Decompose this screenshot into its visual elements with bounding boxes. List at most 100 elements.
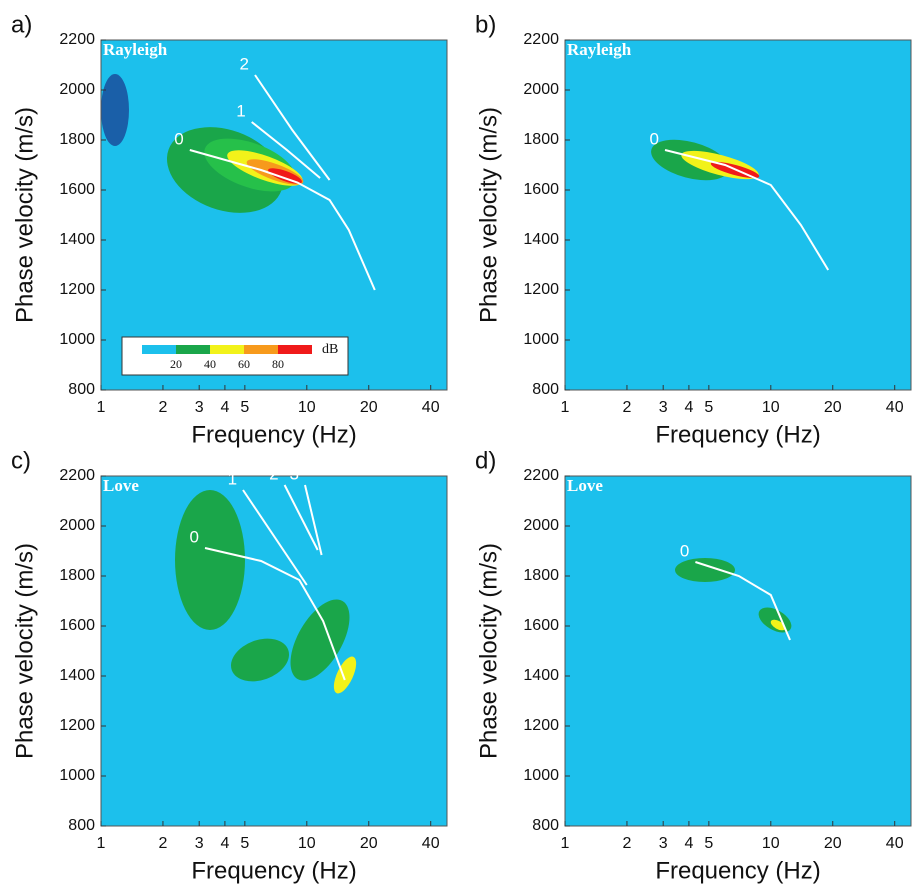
x-tick-label: 3 xyxy=(195,835,204,852)
energy-contour xyxy=(333,656,357,694)
x-axis-label: Frequency (Hz) xyxy=(655,857,820,884)
y-tick-label: 1400 xyxy=(59,667,95,684)
mode-label: 0 xyxy=(189,527,198,546)
x-tick-label: 4 xyxy=(220,835,229,852)
colorbar-tick-label: 80 xyxy=(272,357,284,371)
x-tick-label: 20 xyxy=(360,835,378,852)
x-axis-label: Frequency (Hz) xyxy=(191,421,356,448)
x-tick-label: 5 xyxy=(704,835,713,852)
energy-contour xyxy=(267,168,303,184)
energy-contour xyxy=(290,599,350,681)
mode-label: 2 xyxy=(269,464,278,483)
y-tick-label: 2200 xyxy=(59,31,95,48)
mode-label: 1 xyxy=(236,101,245,120)
x-tick-label: 3 xyxy=(659,399,668,416)
energy-contour xyxy=(675,558,735,582)
colorbar-unit: dB xyxy=(322,342,338,357)
y-tick-label: 1000 xyxy=(523,331,559,348)
panel: 1 2 3 4 5 10 20 4080010001200140016001800200022… xyxy=(11,447,448,884)
x-tick-label: 5 xyxy=(240,835,249,852)
x-tick-label: 40 xyxy=(422,835,440,852)
dispersion-curve xyxy=(304,484,323,556)
panel-label: a) xyxy=(11,11,32,38)
y-tick-label: 1400 xyxy=(59,231,95,248)
x-axis-label: Frequency (Hz) xyxy=(191,857,356,884)
y-tick-label: 2000 xyxy=(523,517,559,534)
y-tick-label: 800 xyxy=(532,817,559,834)
y-tick-label: 1200 xyxy=(59,281,95,298)
plot-frame xyxy=(564,39,912,391)
x-tick-label: 1 xyxy=(561,399,570,416)
plot-frame xyxy=(564,475,912,827)
y-tick-label: 1400 xyxy=(523,667,559,684)
colorbar-swatch xyxy=(142,345,176,354)
panel-label: d) xyxy=(475,447,496,474)
x-tick-label: 5 xyxy=(240,399,249,416)
dispersion-curve xyxy=(251,121,321,179)
colorbar-swatch xyxy=(278,345,312,354)
y-tick-label: 1200 xyxy=(59,717,95,734)
colorbar-box xyxy=(121,336,349,376)
plot-frame xyxy=(100,475,448,827)
mode-label: 0 xyxy=(174,129,183,148)
y-tick-label: 2000 xyxy=(523,81,559,98)
panel: 1 2 3 4 5 10 20 4080010001200140016001800200022… xyxy=(475,11,912,448)
x-tick-label: 3 xyxy=(659,835,668,852)
mode-label: 0 xyxy=(649,129,658,148)
y-tick-label: 2000 xyxy=(59,81,95,98)
y-tick-label: 1000 xyxy=(59,767,95,784)
mode-label: 0 xyxy=(680,541,689,560)
x-tick-label: 4 xyxy=(684,399,693,416)
x-tick-label: 2 xyxy=(622,399,631,416)
plot-frame xyxy=(100,39,448,391)
x-axis-label: Frequency (Hz) xyxy=(655,421,820,448)
y-axis-label: Phase velocity (m/s) xyxy=(475,107,502,323)
plot-background xyxy=(101,40,447,390)
y-tick-label: 2000 xyxy=(59,517,95,534)
energy-contour xyxy=(230,638,290,682)
x-tick-label: 20 xyxy=(360,399,378,416)
panel: 1 2 3 4 5 10 20 4080010001200140016001800200022… xyxy=(11,11,448,448)
y-tick-label: 1600 xyxy=(523,181,559,198)
plot-background xyxy=(565,40,911,390)
y-tick-label: 800 xyxy=(68,817,95,834)
dispersion-curve xyxy=(695,561,791,641)
mode-label: 1 xyxy=(228,469,237,488)
panel: 1 2 3 4 5 10 20 4080010001200140016001800200022… xyxy=(475,447,912,884)
colorbar-tick-label: 40 xyxy=(204,357,216,371)
x-tick-label: 20 xyxy=(824,399,842,416)
x-tick-label: 40 xyxy=(422,399,440,416)
panel-label: b) xyxy=(475,11,496,38)
x-tick-label: 3 xyxy=(195,399,204,416)
wave-type: Love xyxy=(103,476,139,495)
y-tick-label: 1800 xyxy=(523,131,559,148)
y-tick-label: 1000 xyxy=(59,331,95,348)
y-tick-label: 800 xyxy=(68,381,95,398)
dispersion-curve xyxy=(283,484,319,551)
y-tick-label: 1600 xyxy=(59,181,95,198)
x-tick-label: 10 xyxy=(298,399,316,416)
energy-contour xyxy=(101,74,129,146)
wave-type: Rayleigh xyxy=(567,40,632,59)
x-tick-label: 4 xyxy=(220,399,229,416)
x-tick-label: 40 xyxy=(886,399,904,416)
dispersion-curve xyxy=(254,74,331,181)
x-tick-label: 10 xyxy=(762,835,780,852)
y-tick-label: 800 xyxy=(532,381,559,398)
panel-label: c) xyxy=(11,447,31,474)
dispersion-curve xyxy=(204,547,346,681)
colorbar-tick-label: 60 xyxy=(238,357,250,371)
dispersion-curve xyxy=(189,149,376,291)
y-tick-label: 1600 xyxy=(59,617,95,634)
colorbar-tick-label: 20 xyxy=(170,357,182,371)
y-tick-label: 1800 xyxy=(59,567,95,584)
mode-label: 2 xyxy=(240,54,249,73)
y-tick-label: 1600 xyxy=(523,617,559,634)
y-axis-label: Phase velocity (m/s) xyxy=(475,543,502,759)
plot-background xyxy=(565,476,911,826)
dispersion-curve xyxy=(664,149,830,271)
x-tick-label: 2 xyxy=(158,399,167,416)
energy-contour xyxy=(770,619,786,631)
